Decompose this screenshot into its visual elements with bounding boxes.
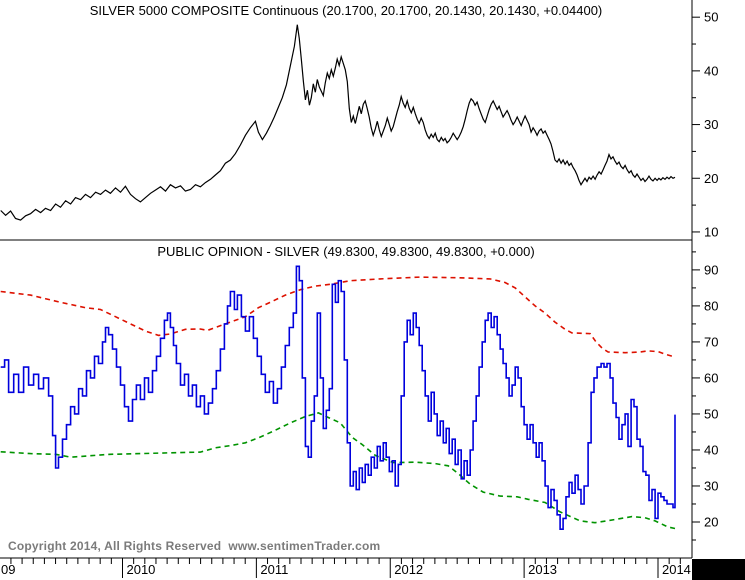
corner-box [692, 559, 745, 580]
lower-band-line [0, 412, 676, 530]
price-panel-title: SILVER 5000 COMPOSITE Continuous (20.170… [89, 3, 603, 18]
y-axis-tick-label: 90 [704, 262, 718, 277]
y-axis-tick-label: 20 [704, 514, 718, 529]
y-axis-tick-label: 80 [704, 298, 718, 313]
y-axis-tick-label: 30 [704, 117, 718, 132]
y-axis-tick-label: 70 [704, 334, 718, 349]
copyright-notice: Copyright 2014, All Rights Reserved www.… [8, 539, 381, 553]
x-axis-year-label: 2011 [260, 562, 288, 577]
x-axis-year-label: 2012 [394, 562, 423, 577]
upper-band-line [0, 276, 676, 358]
silver-price-line [0, 24, 676, 221]
opinion-panel-title: PUBLIC OPINION - SILVER (49.8300, 49.830… [157, 244, 535, 259]
y-axis-tick-label: 30 [704, 478, 718, 493]
x-axis-year-label: 2013 [528, 562, 557, 577]
y-axis-tick-label: 50 [704, 10, 718, 25]
y-axis-tick-label: 60 [704, 370, 718, 385]
y-axis-tick-label: 40 [704, 442, 718, 457]
x-axis-start-label: 09 [1, 562, 15, 577]
x-axis-year-label: 2014 [662, 562, 691, 577]
public-opinion-line [0, 265, 676, 530]
y-axis-tick-label: 20 [704, 171, 718, 186]
y-axis-tick-label: 40 [704, 63, 718, 78]
y-axis-tick-label: 10 [704, 224, 718, 239]
x-axis-year-label: 2010 [126, 562, 155, 577]
y-axis-tick-label: 50 [704, 406, 718, 421]
